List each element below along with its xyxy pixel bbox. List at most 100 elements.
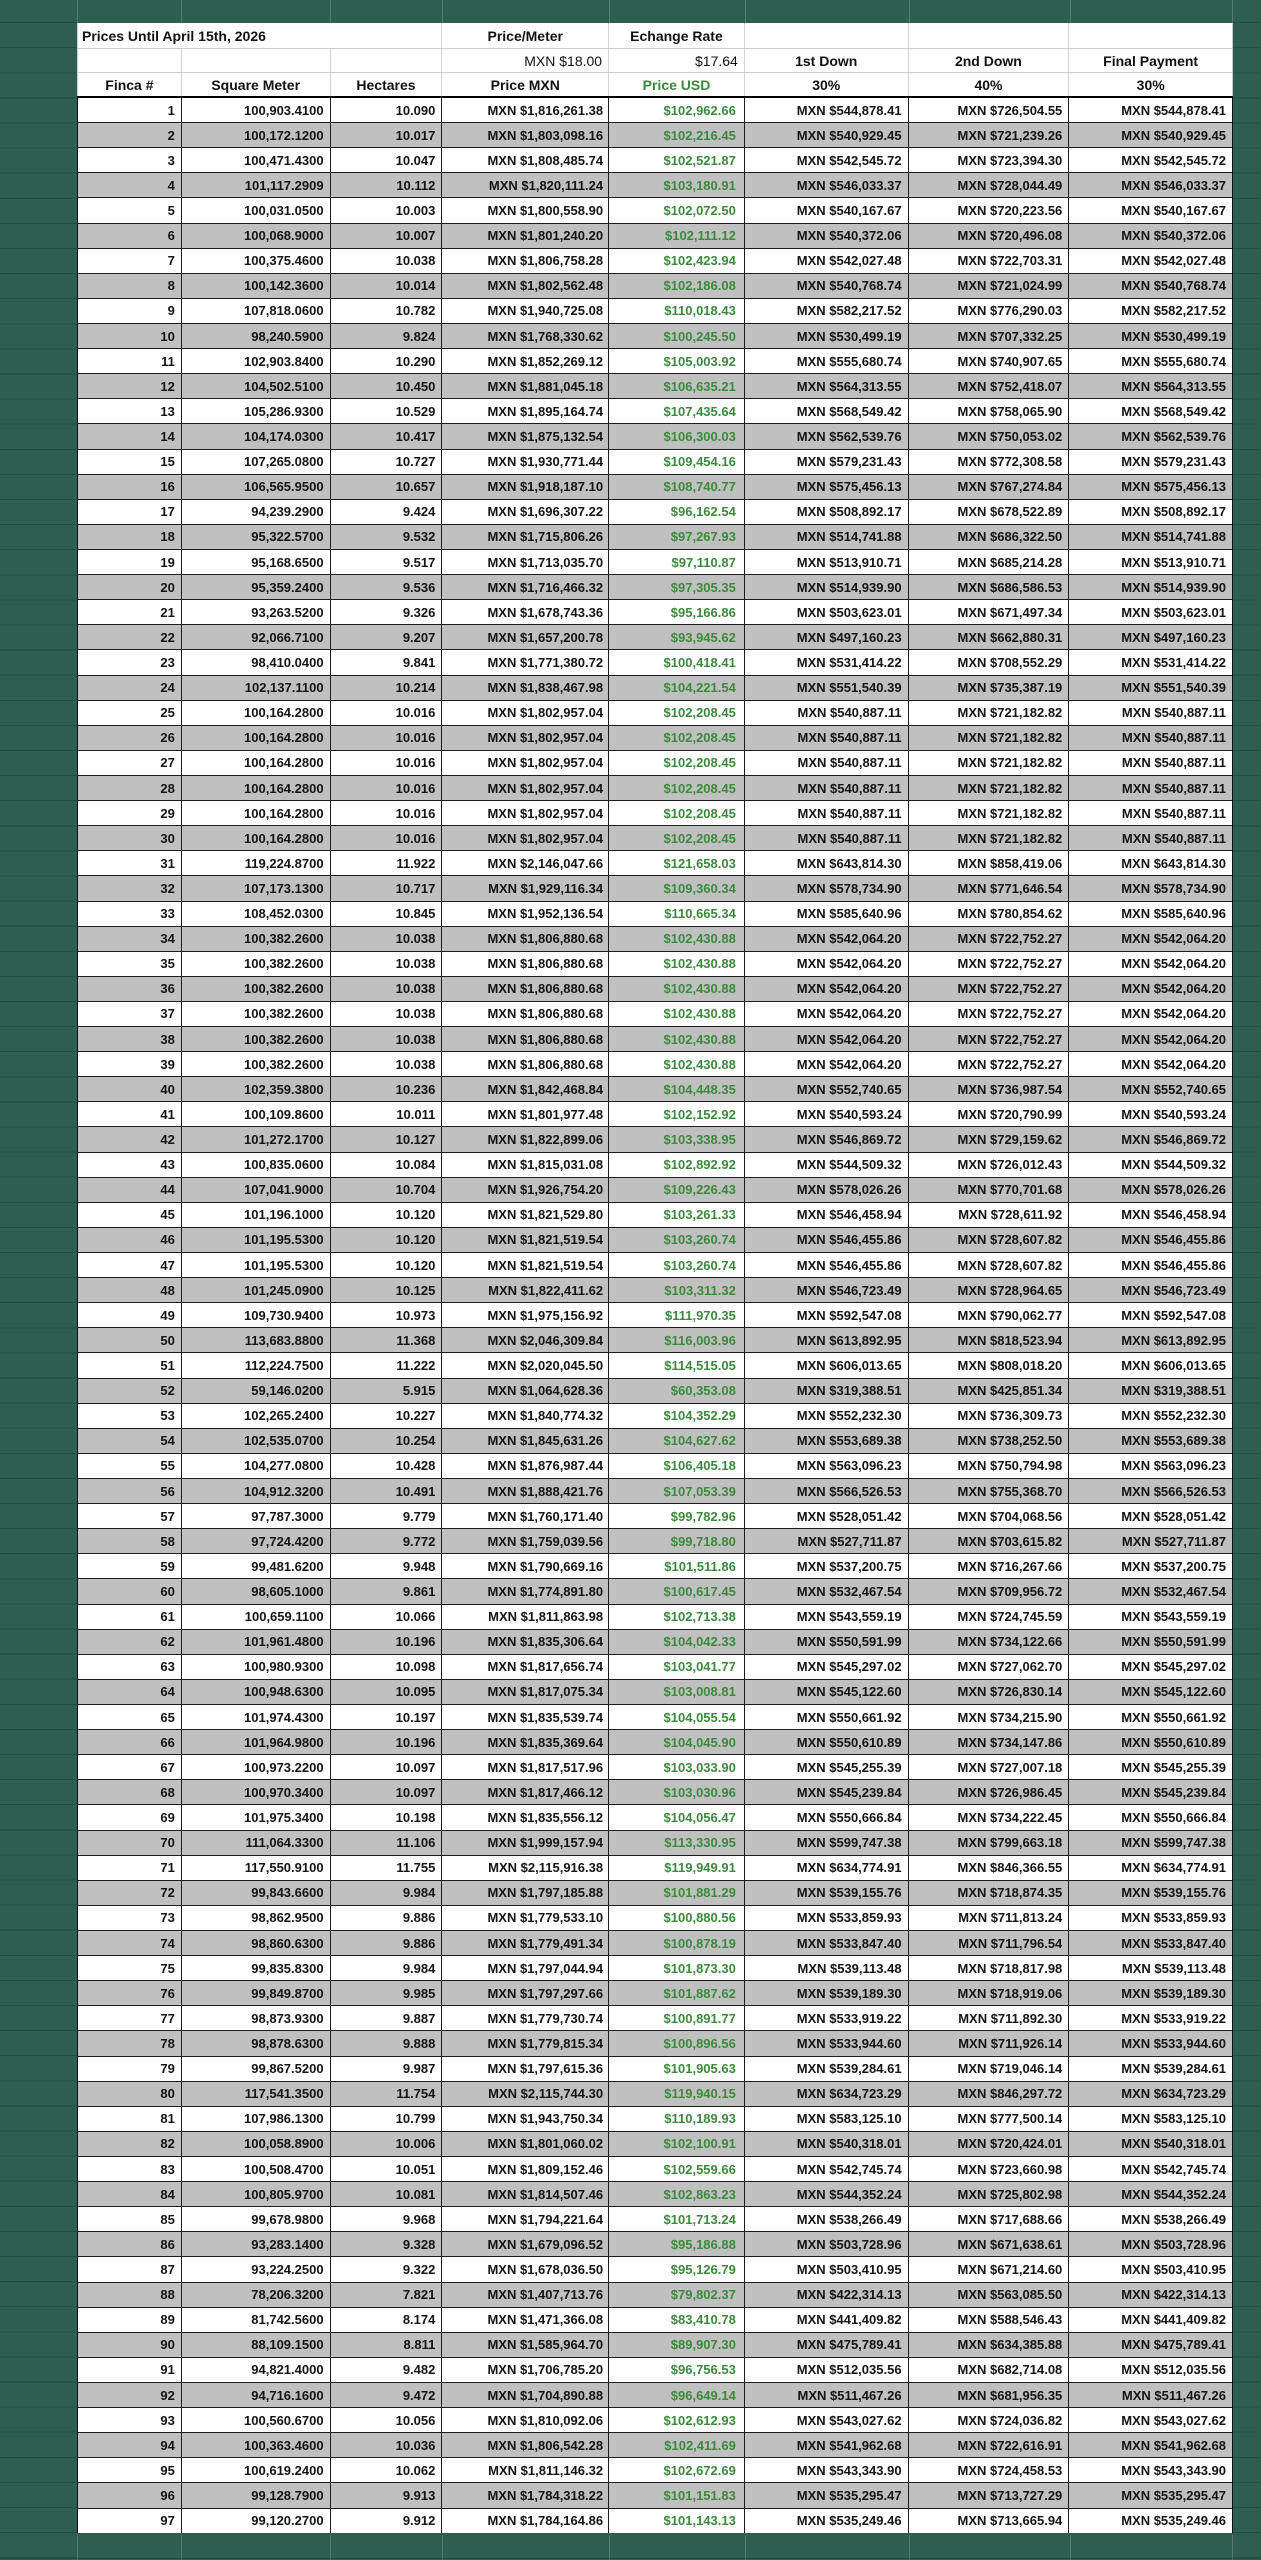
- cell-first-down[interactable]: MXN $540,768.74: [745, 273, 909, 298]
- cell-price-usd[interactable]: $100,617.45: [609, 1579, 745, 1604]
- cell-first-down[interactable]: MXN $539,113.48: [745, 1956, 909, 1981]
- cell-second-down[interactable]: MXN $721,182.82: [909, 700, 1070, 725]
- cell-hectares[interactable]: 10.081: [331, 2182, 443, 2207]
- cell-first-down[interactable]: MXN $551,540.39: [745, 675, 909, 700]
- cell-square-meter[interactable]: 97,724.4200: [182, 1529, 331, 1554]
- cell-second-down[interactable]: MXN $721,182.82: [909, 725, 1070, 750]
- cell-hectares[interactable]: 10.036: [331, 2433, 443, 2458]
- cell-finca[interactable]: 3: [78, 148, 182, 173]
- cell-final-payment[interactable]: MXN $599,747.38: [1121, 1835, 1226, 1851]
- cell-final-payment[interactable]: MXN $606,013.65: [1121, 1358, 1226, 1374]
- cell-finca[interactable]: 16: [78, 474, 182, 499]
- cell-finca[interactable]: 85: [78, 2207, 182, 2232]
- empty-cell[interactable]: [745, 23, 909, 48]
- cell-final-payment[interactable]: MXN $592,547.08: [1121, 1307, 1226, 1323]
- cell-final-payment[interactable]: MXN $555,680.74: [1121, 353, 1226, 369]
- cell-second-down[interactable]: MXN $735,387.19: [909, 675, 1070, 700]
- exchange-rate-label[interactable]: Echange Rate: [609, 23, 745, 48]
- cell-square-meter[interactable]: 104,277.0800: [182, 1453, 331, 1479]
- cell-price-mxn[interactable]: MXN $1,797,044.94: [442, 1956, 610, 1981]
- cell-second-down[interactable]: MXN $772,308.58: [909, 449, 1070, 474]
- cell-price-usd[interactable]: $102,430.88: [609, 951, 745, 976]
- cell-final-payment[interactable]: MXN $562,539.76: [1121, 428, 1226, 444]
- cell-square-meter[interactable]: 88,109.1500: [182, 2332, 331, 2357]
- cell-finca[interactable]: 10: [78, 323, 182, 349]
- cell-square-meter[interactable]: 100,382.2600: [182, 1052, 331, 1077]
- cell-second-down[interactable]: MXN $728,044.49: [909, 173, 1070, 198]
- cell-hectares[interactable]: 9.948: [331, 1554, 443, 1579]
- cell-price-usd[interactable]: $95,126.79: [609, 2257, 745, 2282]
- cell-hectares[interactable]: 10.038: [331, 976, 443, 1001]
- cell-second-down[interactable]: MXN $722,752.27: [909, 926, 1070, 951]
- cell-hectares[interactable]: 9.841: [331, 650, 443, 675]
- cell-price-mxn[interactable]: MXN $1,975,156.92: [442, 1303, 610, 1328]
- cell-hectares[interactable]: 9.326: [331, 600, 443, 625]
- cell-price-usd[interactable]: $116,003.96: [609, 1328, 745, 1353]
- cell-final-payment[interactable]: MXN $319,388.51: [1121, 1383, 1226, 1399]
- cell-final-payment[interactable]: MXN $551,540.39: [1121, 680, 1226, 696]
- cell-price-usd[interactable]: $102,152.92: [609, 1102, 745, 1127]
- cell-finca[interactable]: 45: [78, 1202, 182, 1227]
- cell-first-down[interactable]: MXN $542,064.20: [745, 1027, 909, 1052]
- cell-second-down[interactable]: MXN $752,418.07: [909, 374, 1070, 399]
- cell-finca[interactable]: 47: [78, 1253, 182, 1278]
- cell-first-down[interactable]: MXN $514,741.88: [745, 524, 909, 549]
- first-down-label[interactable]: 1st Down: [745, 49, 909, 72]
- cell-final-payment[interactable]: MXN $540,593.24: [1121, 1106, 1226, 1122]
- cell-price-usd[interactable]: $96,756.53: [609, 2357, 745, 2382]
- cell-final-payment[interactable]: MXN $539,113.48: [1121, 1960, 1226, 1976]
- cell-finca[interactable]: 31: [78, 851, 182, 876]
- cell-price-usd[interactable]: $93,945.62: [609, 625, 745, 650]
- cell-final-payment[interactable]: MXN $544,878.41: [1121, 102, 1226, 118]
- cell-second-down[interactable]: MXN $686,586.53: [909, 575, 1070, 600]
- cell-price-mxn[interactable]: MXN $1,817,075.34: [442, 1679, 610, 1704]
- cell-price-mxn[interactable]: MXN $1,585,964.70: [442, 2332, 610, 2357]
- cell-price-mxn[interactable]: MXN $1,806,880.68: [442, 1052, 610, 1077]
- cell-price-usd[interactable]: $101,151.83: [609, 2483, 745, 2508]
- cell-hectares[interactable]: 9.328: [331, 2232, 443, 2257]
- cell-price-usd[interactable]: $102,559.66: [609, 2156, 745, 2182]
- cell-first-down[interactable]: MXN $533,919.22: [745, 2006, 909, 2031]
- cell-first-down[interactable]: MXN $634,723.29: [745, 2081, 909, 2106]
- cell-finca[interactable]: 59: [78, 1554, 182, 1579]
- cell-price-mxn[interactable]: MXN $1,999,157.94: [442, 1830, 610, 1855]
- cell-second-down[interactable]: MXN $671,214.60: [909, 2257, 1070, 2282]
- cell-square-meter[interactable]: 104,174.0300: [182, 424, 331, 449]
- cell-square-meter[interactable]: 100,109.8600: [182, 1102, 331, 1127]
- cell-square-meter[interactable]: 100,164.2800: [182, 700, 331, 725]
- cell-second-down[interactable]: MXN $709,956.72: [909, 1579, 1070, 1604]
- cell-price-usd[interactable]: $101,881.29: [609, 1880, 745, 1905]
- cell-finca[interactable]: 46: [78, 1227, 182, 1253]
- cell-second-down[interactable]: MXN $740,907.65: [909, 349, 1070, 374]
- cell-price-usd[interactable]: $109,226.43: [609, 1177, 745, 1202]
- cell-second-down[interactable]: MXN $724,036.82: [909, 2408, 1070, 2433]
- cell-final-payment[interactable]: MXN $511,467.26: [1121, 2387, 1226, 2403]
- cell-hectares[interactable]: 10.198: [331, 1805, 443, 1830]
- cell-price-usd[interactable]: $104,627.62: [609, 1428, 745, 1453]
- cell-second-down[interactable]: MXN $755,368.70: [909, 1479, 1070, 1504]
- cell-price-mxn[interactable]: MXN $1,875,132.54: [442, 424, 610, 449]
- cell-final-payment[interactable]: MXN $539,189.30: [1121, 1985, 1226, 2001]
- cell-price-mxn[interactable]: MXN $1,817,466.12: [442, 1780, 610, 1805]
- cell-price-mxn[interactable]: MXN $1,895,164.74: [442, 399, 610, 424]
- cell-price-usd[interactable]: $104,042.33: [609, 1629, 745, 1654]
- cell-price-usd[interactable]: $101,511.86: [609, 1554, 745, 1579]
- cell-hectares[interactable]: 9.987: [331, 2056, 443, 2081]
- cell-price-mxn[interactable]: MXN $1,806,880.68: [442, 976, 610, 1001]
- sheet-title[interactable]: Prices Until April 15th, 2026: [78, 23, 443, 48]
- cell-final-payment[interactable]: MXN $535,295.47: [1121, 2487, 1226, 2503]
- cell-finca[interactable]: 40: [78, 1077, 182, 1102]
- cell-price-mxn[interactable]: MXN $1,802,957.04: [442, 775, 610, 801]
- cell-price-mxn[interactable]: MXN $1,808,485.74: [442, 148, 610, 173]
- cell-finca[interactable]: 6: [78, 223, 182, 248]
- cell-price-usd[interactable]: $103,033.90: [609, 1755, 745, 1780]
- cell-final-payment[interactable]: MXN $514,741.88: [1121, 529, 1226, 545]
- cell-price-mxn[interactable]: MXN $2,115,916.38: [442, 1855, 610, 1880]
- cell-finca[interactable]: 25: [78, 700, 182, 725]
- cell-final-payment[interactable]: MXN $441,409.82: [1121, 2312, 1226, 2328]
- cell-final-payment[interactable]: MXN $535,249.46: [1121, 2513, 1226, 2529]
- cell-final-payment[interactable]: MXN $634,774.91: [1121, 1860, 1226, 1876]
- cell-price-mxn[interactable]: MXN $1,838,467.98: [442, 675, 610, 700]
- cell-finca[interactable]: 5: [78, 198, 182, 223]
- cell-first-down[interactable]: MXN $531,414.22: [745, 650, 909, 675]
